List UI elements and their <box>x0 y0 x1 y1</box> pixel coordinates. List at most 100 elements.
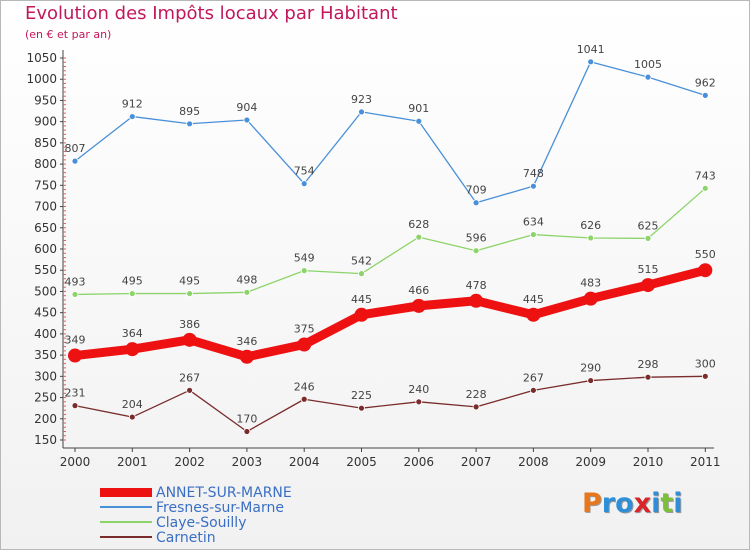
data-point <box>354 307 369 322</box>
data-point <box>125 342 140 357</box>
data-point <box>530 231 537 238</box>
data-label: 349 <box>65 334 86 347</box>
data-point <box>71 402 79 410</box>
data-label: 246 <box>294 380 315 393</box>
data-label: 625 <box>638 219 659 232</box>
series-line-Claye-Souilly <box>74 187 706 296</box>
data-label: 550 <box>695 248 716 261</box>
x-tick-label: 2004 <box>289 455 320 469</box>
data-label: 478 <box>466 279 487 292</box>
data-point <box>186 290 194 297</box>
data-label: 923 <box>351 93 372 106</box>
data-label: 267 <box>523 371 544 384</box>
chart-title: Evolution des Impôts locaux par Habitant <box>25 3 398 24</box>
data-label: 228 <box>466 388 487 401</box>
data-point <box>701 91 709 99</box>
data-label: 466 <box>408 284 429 297</box>
logo-letter: x <box>633 488 652 519</box>
series-line-Fresnes-sur-Marne <box>74 61 706 204</box>
data-label: 895 <box>179 105 200 118</box>
logo-letter: P <box>582 488 602 519</box>
data-point <box>583 291 598 306</box>
data-point <box>71 157 79 165</box>
series-line-Carnetin <box>74 375 706 433</box>
data-point <box>472 247 480 255</box>
y-tick-label: 600 <box>34 242 57 256</box>
data-point <box>297 337 312 352</box>
x-tick-label: 2001 <box>117 455 148 469</box>
data-point <box>300 267 308 275</box>
data-label: 231 <box>65 387 86 400</box>
data-point <box>411 298 426 313</box>
y-tick-label: 500 <box>34 284 57 298</box>
legend-label: Carnetin <box>156 530 216 546</box>
data-point <box>358 404 365 412</box>
series-line-ANNET-SUR-MARNE <box>70 265 710 362</box>
y-tick-label: 1000 <box>26 72 57 86</box>
data-label: 912 <box>122 98 143 111</box>
logo-letter: r <box>601 488 616 519</box>
logo-letter: t <box>660 488 674 519</box>
data-label: 495 <box>122 275 143 288</box>
data-label: 267 <box>179 371 200 384</box>
data-point <box>701 372 709 380</box>
y-tick-label: 200 <box>34 412 57 426</box>
data-label: 204 <box>122 398 143 411</box>
y-tick-label: 550 <box>34 263 57 277</box>
legend-label: ANNET-SUR-MARNE <box>156 485 292 501</box>
data-label: 364 <box>122 327 143 340</box>
data-point <box>243 288 251 296</box>
data-point <box>472 199 480 207</box>
data-label: 495 <box>179 275 200 288</box>
data-point <box>701 184 709 192</box>
y-tick-label: 750 <box>34 178 57 192</box>
data-label: 483 <box>580 277 601 290</box>
y-tick-label: 250 <box>34 391 57 405</box>
data-point <box>587 377 595 384</box>
x-tick-label: 2011 <box>690 455 721 469</box>
data-point <box>358 108 365 116</box>
x-tick-label: 2008 <box>518 455 549 469</box>
logo-letter: i <box>673 488 683 519</box>
y-tick-label: 950 <box>34 93 57 107</box>
data-label: 596 <box>466 232 487 245</box>
data-point <box>530 182 537 190</box>
data-label: 626 <box>580 219 601 232</box>
data-point <box>68 348 82 363</box>
x-tick-label: 2000 <box>60 455 91 469</box>
y-tick-label: 800 <box>34 157 57 171</box>
y-tick-label: 1050 <box>26 51 57 65</box>
x-tick-label: 2005 <box>346 455 377 469</box>
data-point <box>300 180 308 188</box>
data-label: 743 <box>695 169 716 182</box>
data-point <box>186 120 194 128</box>
data-point <box>358 270 365 278</box>
legend-label: Claye-Souilly <box>156 515 246 531</box>
data-label: 549 <box>294 252 315 265</box>
chart-subtitle: (en € et par an) <box>25 28 112 41</box>
data-label: 754 <box>294 165 315 178</box>
data-point <box>415 398 423 406</box>
data-point <box>526 307 541 322</box>
data-label: 170 <box>236 413 257 426</box>
data-point <box>530 386 537 394</box>
data-point <box>469 293 484 308</box>
data-point <box>243 116 251 124</box>
data-label: 225 <box>351 389 372 402</box>
data-label: 298 <box>638 358 659 371</box>
data-label: 240 <box>408 383 429 396</box>
y-tick-label: 850 <box>34 136 57 150</box>
data-point <box>300 395 308 403</box>
legend-swatch <box>100 488 152 497</box>
data-label: 1041 <box>577 43 605 56</box>
data-label: 901 <box>408 102 429 115</box>
data-label: 634 <box>523 216 544 229</box>
data-label: 498 <box>236 273 257 286</box>
data-label: 904 <box>236 101 257 114</box>
data-label: 962 <box>695 76 716 89</box>
data-point <box>587 234 595 242</box>
x-tick-label: 2007 <box>461 455 492 469</box>
x-tick-label: 2006 <box>404 455 435 469</box>
y-tick-label: 400 <box>34 327 57 341</box>
